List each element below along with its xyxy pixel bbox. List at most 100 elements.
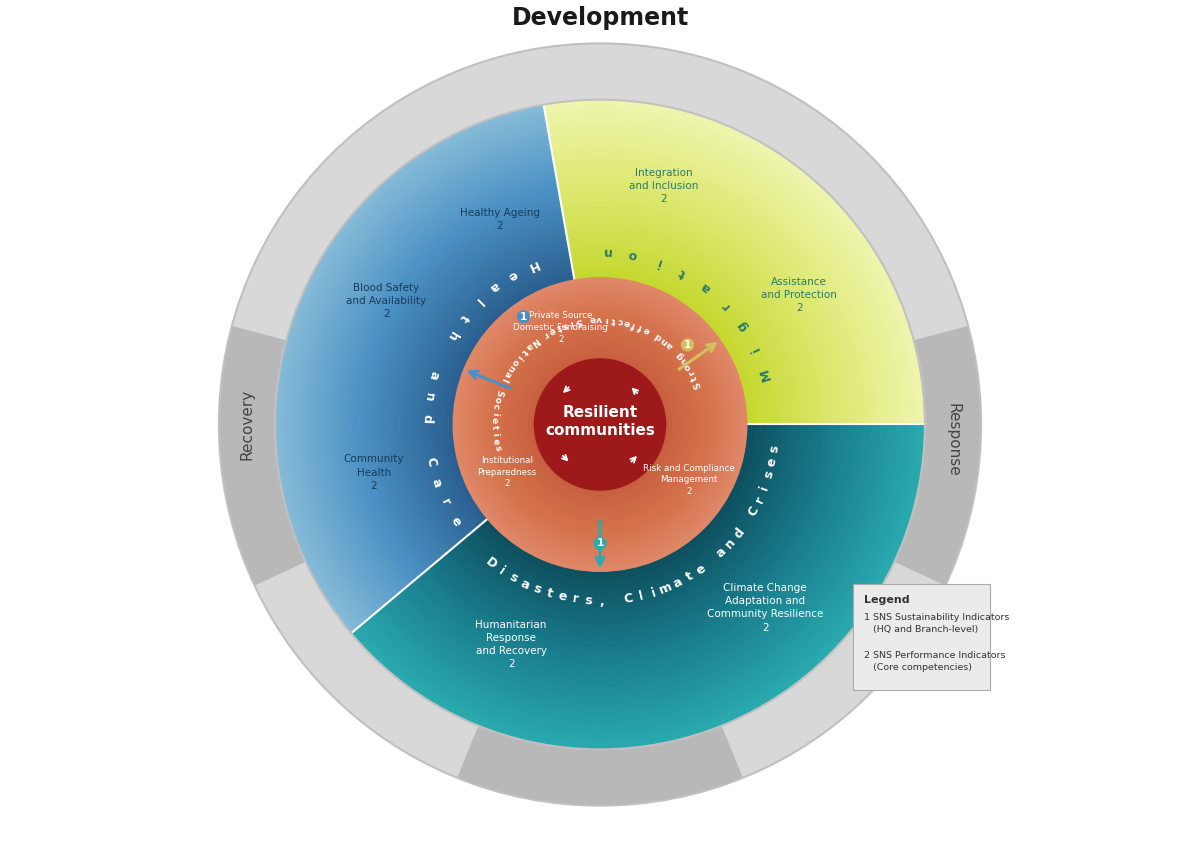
Wedge shape xyxy=(431,257,571,533)
Wedge shape xyxy=(415,424,841,666)
Wedge shape xyxy=(557,175,850,424)
Wedge shape xyxy=(492,316,708,533)
Wedge shape xyxy=(400,227,566,554)
Text: o: o xyxy=(510,357,521,367)
Text: H: H xyxy=(524,257,540,273)
Text: o: o xyxy=(683,362,694,371)
Text: e: e xyxy=(506,267,520,283)
Wedge shape xyxy=(430,424,823,648)
Wedge shape xyxy=(548,130,894,424)
Text: 1: 1 xyxy=(684,340,691,350)
Text: t: t xyxy=(611,315,616,324)
Wedge shape xyxy=(550,135,890,424)
Text: Legend: Legend xyxy=(864,595,910,604)
Wedge shape xyxy=(439,266,572,528)
Text: i: i xyxy=(605,314,608,323)
Text: Institutional
Preparedness
2: Institutional Preparedness 2 xyxy=(478,456,536,488)
Wedge shape xyxy=(545,104,922,424)
Wedge shape xyxy=(568,237,787,424)
Text: l: l xyxy=(472,295,485,307)
Wedge shape xyxy=(450,424,797,621)
Wedge shape xyxy=(546,117,907,424)
Wedge shape xyxy=(502,326,698,523)
Text: Risk and Compliance
Management
2: Risk and Compliance Management 2 xyxy=(643,464,734,497)
Wedge shape xyxy=(498,323,702,526)
Wedge shape xyxy=(560,197,828,424)
Wedge shape xyxy=(570,250,774,424)
Text: r: r xyxy=(438,497,452,509)
Wedge shape xyxy=(517,342,683,507)
Wedge shape xyxy=(488,312,712,537)
Wedge shape xyxy=(413,239,569,545)
Text: n: n xyxy=(722,536,738,551)
Wedge shape xyxy=(564,219,805,424)
Wedge shape xyxy=(485,310,715,539)
Wedge shape xyxy=(355,183,558,582)
Wedge shape xyxy=(546,112,912,424)
Text: s: s xyxy=(492,445,502,452)
Text: Humanitarian
Response
and Recovery
2: Humanitarian Response and Recovery 2 xyxy=(475,620,547,669)
Text: Response: Response xyxy=(946,403,960,477)
Text: Blood Safety
and Availability
2: Blood Safety and Availability 2 xyxy=(347,283,426,319)
Text: i: i xyxy=(569,318,575,328)
Wedge shape xyxy=(421,249,570,539)
Text: i: i xyxy=(515,352,523,361)
Wedge shape xyxy=(545,108,917,424)
Text: e: e xyxy=(623,318,631,328)
Text: t: t xyxy=(677,265,689,279)
Text: Development: Development xyxy=(511,7,689,31)
Wedge shape xyxy=(894,326,982,586)
Text: s: s xyxy=(584,594,593,607)
Wedge shape xyxy=(448,275,575,522)
Wedge shape xyxy=(574,273,752,424)
Text: d: d xyxy=(654,331,664,342)
Text: i: i xyxy=(497,565,508,578)
Circle shape xyxy=(534,359,666,490)
Text: S: S xyxy=(494,389,504,397)
Text: d: d xyxy=(731,526,746,541)
Text: r: r xyxy=(541,329,550,339)
Text: f: f xyxy=(637,322,643,332)
Wedge shape xyxy=(439,424,810,634)
Text: e: e xyxy=(547,325,557,336)
Text: r: r xyxy=(571,593,580,606)
Wedge shape xyxy=(480,424,756,581)
Text: s: s xyxy=(532,582,542,597)
Wedge shape xyxy=(452,424,792,616)
Text: 1: 1 xyxy=(596,538,604,548)
Text: o: o xyxy=(628,247,638,261)
Text: t: t xyxy=(545,587,554,601)
Wedge shape xyxy=(371,424,899,723)
Wedge shape xyxy=(494,319,706,530)
Wedge shape xyxy=(565,223,800,424)
Text: i: i xyxy=(491,412,499,415)
Wedge shape xyxy=(306,135,550,614)
Wedge shape xyxy=(569,241,784,424)
Text: m: m xyxy=(658,580,674,597)
Wedge shape xyxy=(479,303,721,546)
Wedge shape xyxy=(416,245,569,543)
Wedge shape xyxy=(460,284,740,565)
Wedge shape xyxy=(296,126,548,620)
Wedge shape xyxy=(463,424,779,603)
Wedge shape xyxy=(470,424,769,594)
Wedge shape xyxy=(554,161,863,424)
Wedge shape xyxy=(412,424,845,670)
Wedge shape xyxy=(452,277,748,572)
Wedge shape xyxy=(552,148,876,424)
Text: t: t xyxy=(684,570,696,583)
Wedge shape xyxy=(406,424,854,679)
Wedge shape xyxy=(350,178,558,585)
Text: d: d xyxy=(420,413,433,423)
Text: a: a xyxy=(487,279,502,295)
Wedge shape xyxy=(557,179,845,424)
Wedge shape xyxy=(460,424,784,608)
Text: s: s xyxy=(762,469,776,481)
Wedge shape xyxy=(443,424,805,630)
Wedge shape xyxy=(563,211,815,424)
Text: n: n xyxy=(678,356,690,366)
Text: t: t xyxy=(490,425,499,430)
Text: v: v xyxy=(596,314,602,323)
Text: n: n xyxy=(659,335,670,346)
Text: e: e xyxy=(491,437,500,445)
